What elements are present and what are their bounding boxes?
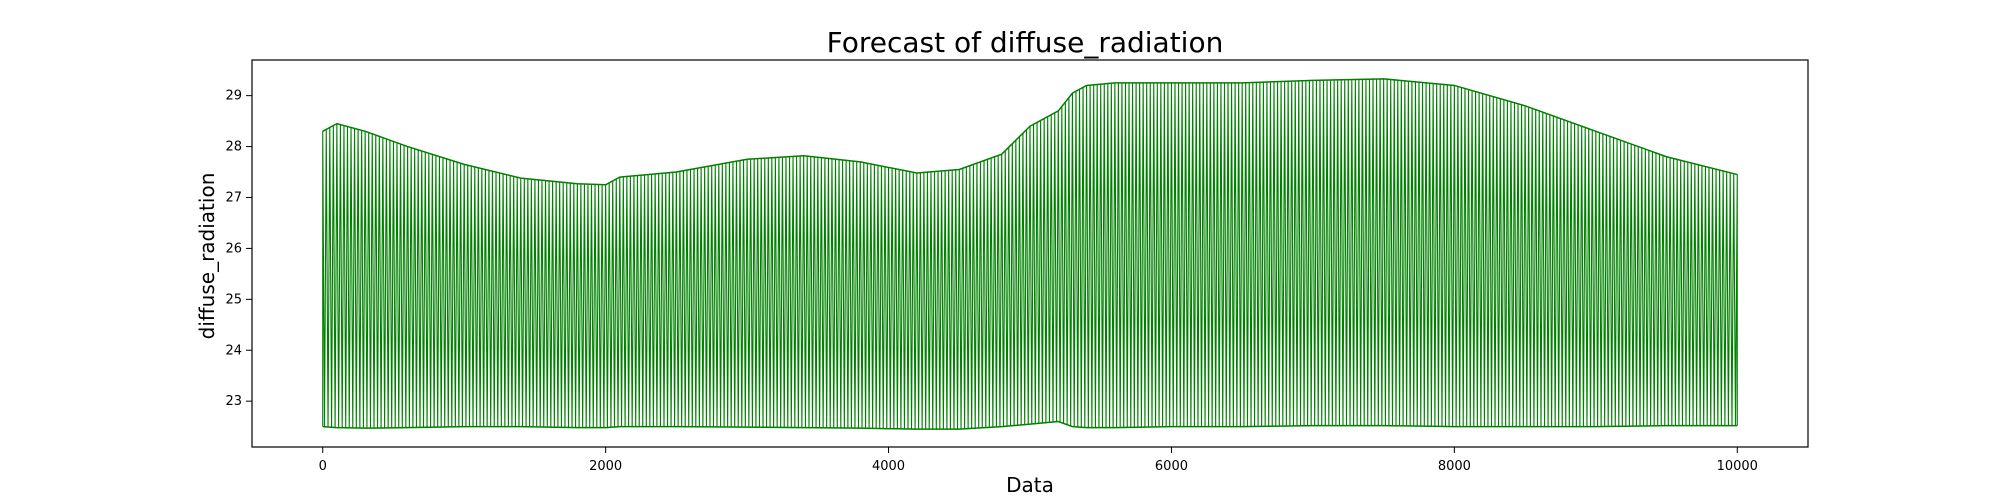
y-tick-label-26: 26	[225, 241, 242, 256]
y-tick-label-29: 29	[225, 89, 242, 104]
plot-area	[322, 78, 1738, 430]
x-axis: 0 2000 4000 6000 8000 10000	[319, 447, 1758, 474]
x-tick-label-6000: 6000	[1155, 459, 1188, 474]
x-tick-label-4000: 4000	[872, 459, 905, 474]
forecast-lower-envelope	[322, 420, 1738, 430]
y-axis: 23 24 25 26 27 28 29	[225, 89, 252, 409]
y-tick-label-27: 27	[225, 190, 242, 205]
y-tick-label-25: 25	[225, 292, 242, 307]
x-axis-label: Data	[1006, 473, 1054, 497]
x-tick-label-8000: 8000	[1438, 459, 1471, 474]
y-tick-label-28: 28	[225, 140, 242, 155]
chart-title: Forecast of diffuse_radiation	[827, 26, 1224, 59]
y-tick-label-23: 23	[225, 394, 242, 409]
y-tick-label-24: 24	[225, 343, 242, 358]
y-axis-label: diffuse_radiation	[195, 173, 219, 340]
x-tick-label-10000: 10000	[1717, 459, 1758, 474]
x-tick-label-2000: 2000	[589, 459, 622, 474]
plot-frame	[251, 59, 1809, 448]
forecast-series-0	[322, 78, 1738, 430]
forecast-upper-envelope	[322, 78, 1738, 186]
x-tick-label-0: 0	[319, 459, 327, 474]
